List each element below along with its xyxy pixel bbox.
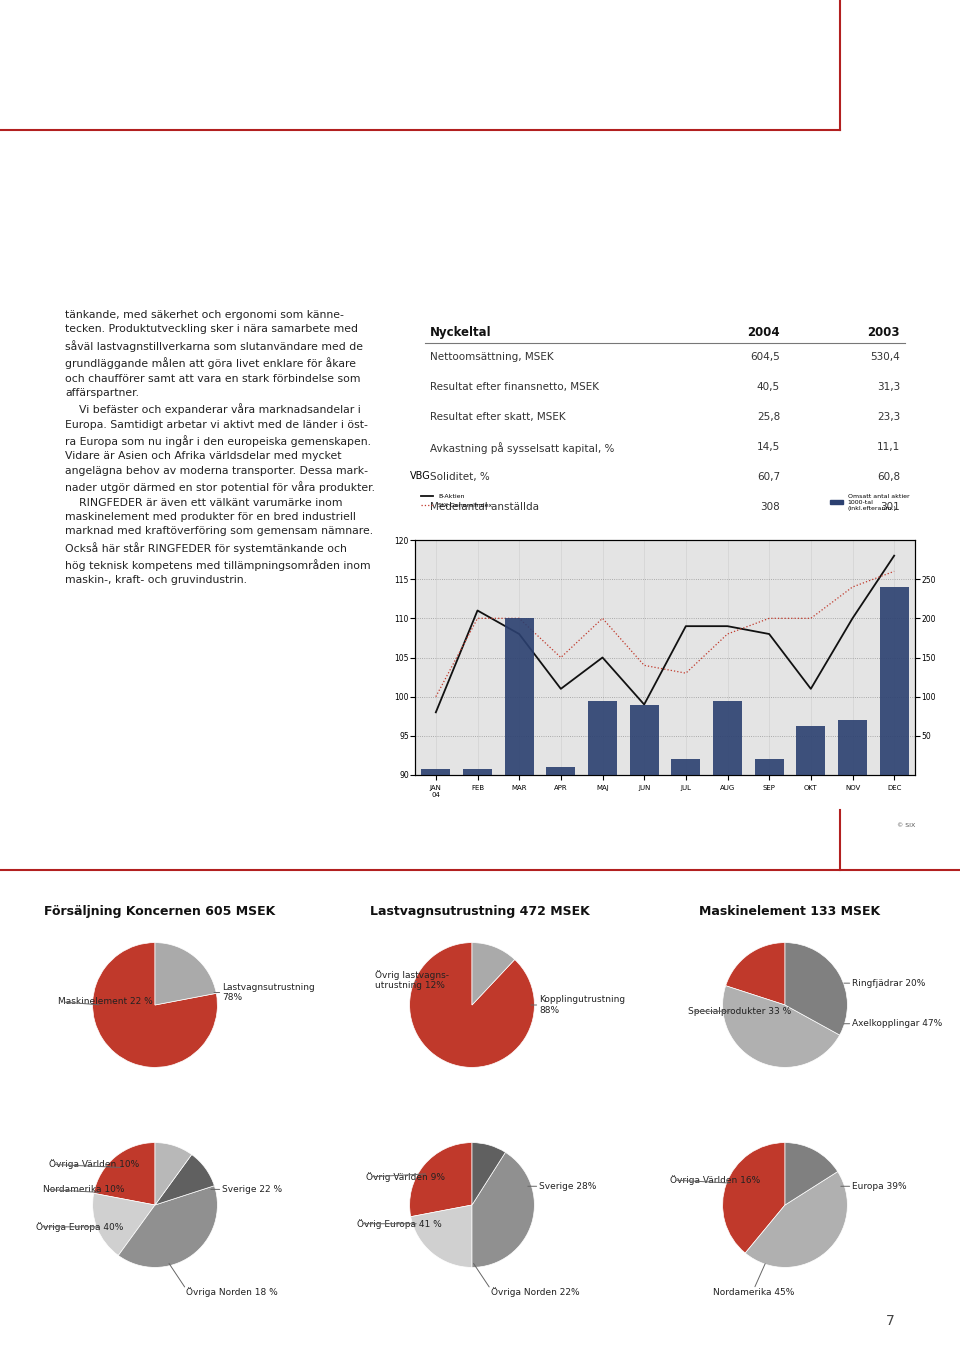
Wedge shape [92,942,217,1067]
Wedge shape [726,942,785,1005]
Bar [755,759,783,775]
Bar [796,727,826,775]
Bar [588,701,617,775]
Text: Nordamerika 10%: Nordamerika 10% [42,1186,124,1194]
Text: 530,4: 530,4 [871,352,900,361]
Wedge shape [410,1142,472,1217]
Wedge shape [155,942,216,1005]
Bar [546,767,575,775]
Text: Axelkopplingar 47%: Axelkopplingar 47% [852,1020,943,1028]
Text: 2004: 2004 [748,326,780,338]
Text: Maskinelement 133 MSEK: Maskinelement 133 MSEK [700,904,880,918]
Wedge shape [118,1186,217,1267]
Text: Nettoomsättning, MSEK: Nettoomsättning, MSEK [430,352,554,361]
Text: Övriga Europa 40%: Övriga Europa 40% [36,1222,124,1232]
Bar [630,705,659,775]
Text: Nyckeltal: Nyckeltal [430,326,492,338]
Text: Övrig Europa 41 %: Övrig Europa 41 % [356,1218,442,1229]
Wedge shape [745,1172,848,1267]
Text: 40,5: 40,5 [756,382,780,391]
Wedge shape [155,1142,192,1205]
Wedge shape [472,1153,535,1267]
Text: Nordamerika 45%: Nordamerika 45% [713,1287,795,1297]
Text: 2003: 2003 [868,326,900,338]
Wedge shape [785,1142,838,1205]
Text: Lastvagnsutrustning 472 MSEK: Lastvagnsutrustning 472 MSEK [371,904,589,918]
Text: Resultat efter skatt, MSEK: Resultat efter skatt, MSEK [430,411,565,422]
Text: Övriga Norden 18 %: Övriga Norden 18 % [186,1287,278,1297]
Bar [421,769,450,775]
Legend: B-Aktien, SIX Generalindex: B-Aktien, SIX Generalindex [419,492,494,511]
Text: Resultat efter finansnetto, MSEK: Resultat efter finansnetto, MSEK [430,382,599,391]
Wedge shape [92,1194,155,1256]
Text: 23,3: 23,3 [876,411,900,422]
Text: Europa 39%: Europa 39% [852,1181,907,1191]
Text: Övriga Världen 10%: Övriga Världen 10% [49,1160,139,1169]
Text: Sverige 22 %: Sverige 22 % [223,1186,282,1194]
Wedge shape [723,986,840,1067]
Wedge shape [411,1205,472,1267]
Text: Lastvagnsutrustning
78%: Lastvagnsutrustning 78% [223,983,315,1002]
Bar [463,769,492,775]
Text: 7: 7 [886,1315,895,1328]
Text: Sverige 28%: Sverige 28% [540,1181,597,1191]
Text: Kopplingutrustning
88%: Kopplingutrustning 88% [540,995,626,1014]
Text: Specialprodukter 33 %: Specialprodukter 33 % [688,1006,792,1016]
Text: tänkande, med säkerhet och ergonomi som känne-
tecken. Produktutveckling sker i : tänkande, med säkerhet och ergonomi som … [65,310,375,585]
Text: 301: 301 [880,502,900,512]
Wedge shape [410,942,535,1067]
Wedge shape [94,1142,155,1205]
Text: 11,1: 11,1 [876,441,900,452]
Text: Övrig lastvagns-
utrustning 12%: Övrig lastvagns- utrustning 12% [375,970,449,990]
Bar [505,618,534,775]
Text: 25,8: 25,8 [756,411,780,422]
Text: © SIX: © SIX [897,823,915,827]
Legend: Omsatt antal aktier
1000-tal
(inkl.efteranm.): Omsatt antal aktier 1000-tal (inkl.efter… [828,492,912,513]
Wedge shape [472,942,515,1005]
Text: Övrig Världen 9%: Övrig Världen 9% [366,1172,444,1181]
Bar [671,759,701,775]
Bar [879,587,909,775]
Text: Övriga Norden 22%: Övriga Norden 22% [491,1287,579,1297]
Bar [713,701,742,775]
Text: 31,3: 31,3 [876,382,900,391]
Wedge shape [785,942,848,1035]
Text: Ringfjädrar 20%: Ringfjädrar 20% [852,979,925,987]
Wedge shape [723,1142,785,1253]
Text: Soliditet, %: Soliditet, % [430,473,490,482]
Text: Försäljning Koncernen 605 MSEK: Försäljning Koncernen 605 MSEK [44,904,276,918]
Text: Medelantal anställda: Medelantal anställda [430,502,539,512]
Text: Avkastning på sysselsatt kapital, %: Avkastning på sysselsatt kapital, % [430,441,614,454]
Text: 604,5: 604,5 [751,352,780,361]
Text: VBG: VBG [410,471,431,481]
Text: 60,8: 60,8 [876,473,900,482]
Wedge shape [155,1154,214,1205]
Bar [838,720,867,775]
Text: Övriga Världen 16%: Övriga Världen 16% [669,1175,759,1186]
Text: Maskinelement 22 %: Maskinelement 22 % [59,997,153,1006]
Text: 60,7: 60,7 [756,473,780,482]
Text: 308: 308 [760,502,780,512]
Wedge shape [472,1142,505,1205]
Text: 14,5: 14,5 [756,441,780,452]
